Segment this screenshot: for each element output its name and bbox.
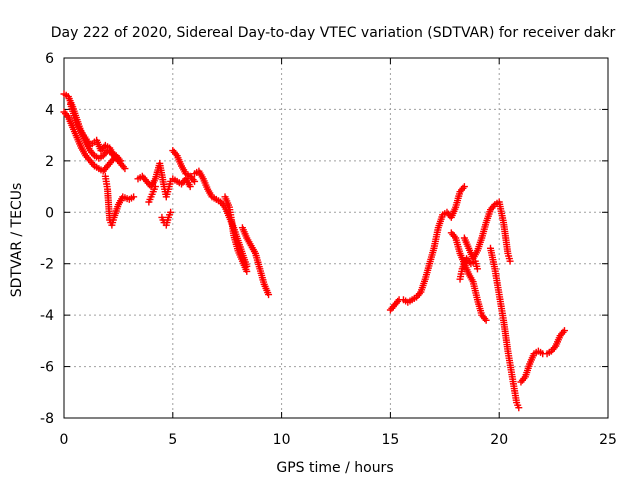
data-point <box>560 327 568 335</box>
x-tick-label: 20 <box>490 432 508 448</box>
data-point <box>110 152 118 160</box>
plot-frame <box>63 57 609 419</box>
data-point <box>460 183 468 191</box>
series-track-g <box>158 208 175 229</box>
series-track-h <box>169 147 199 185</box>
y-axis-ticks: -8 -6 -4 -2 0 2 4 6 <box>40 51 608 427</box>
x-tick-label: 5 <box>168 432 177 448</box>
data-point <box>121 165 129 173</box>
y-tick-label: 6 <box>45 51 54 67</box>
x-tick-label: 25 <box>599 432 617 448</box>
y-tick-label: 4 <box>45 102 54 118</box>
series-track-e <box>134 159 194 201</box>
data-markers <box>60 90 568 412</box>
data-point <box>130 193 138 201</box>
series-track-l <box>386 183 468 314</box>
series-track-p <box>486 244 523 412</box>
series-track-j <box>221 193 251 275</box>
series-track-d <box>101 172 138 229</box>
data-point <box>191 177 199 185</box>
y-tick-label: 2 <box>45 154 54 170</box>
x-tick-label: 0 <box>60 432 69 448</box>
data-point <box>117 157 125 165</box>
series-track-i <box>191 167 251 270</box>
y-tick-label: -4 <box>40 308 54 324</box>
series-track-m <box>447 229 490 324</box>
data-point <box>482 316 490 324</box>
data-point <box>265 291 273 299</box>
x-tick-label: 15 <box>381 432 399 448</box>
data-point <box>506 257 514 265</box>
data-point <box>473 265 481 273</box>
chart-title: Day 222 of 2020, Sidereal Day-to-day VTE… <box>51 25 616 41</box>
y-tick-label: -8 <box>40 411 54 427</box>
data-point <box>151 183 159 191</box>
series-track-f <box>145 183 159 206</box>
series-track-k <box>238 224 273 299</box>
x-axis-label: GPS time / hours <box>276 460 393 476</box>
y-tick-label: 0 <box>45 205 54 221</box>
series-track-q <box>517 327 568 386</box>
data-point <box>515 404 523 412</box>
x-axis-ticks: 0 5 10 15 20 25 <box>60 58 617 448</box>
series-track-c <box>67 100 118 160</box>
series-track-n <box>460 198 514 265</box>
data-point <box>167 208 175 216</box>
data-point <box>186 183 194 191</box>
grid-lines <box>64 58 608 418</box>
data-point <box>243 267 251 275</box>
y-tick-label: -2 <box>40 257 54 273</box>
x-tick-label: 10 <box>273 432 291 448</box>
series-track-o <box>456 255 481 283</box>
y-tick-label: -6 <box>40 360 54 376</box>
y-axis-label: SDTVAR / TECUs <box>9 183 25 298</box>
